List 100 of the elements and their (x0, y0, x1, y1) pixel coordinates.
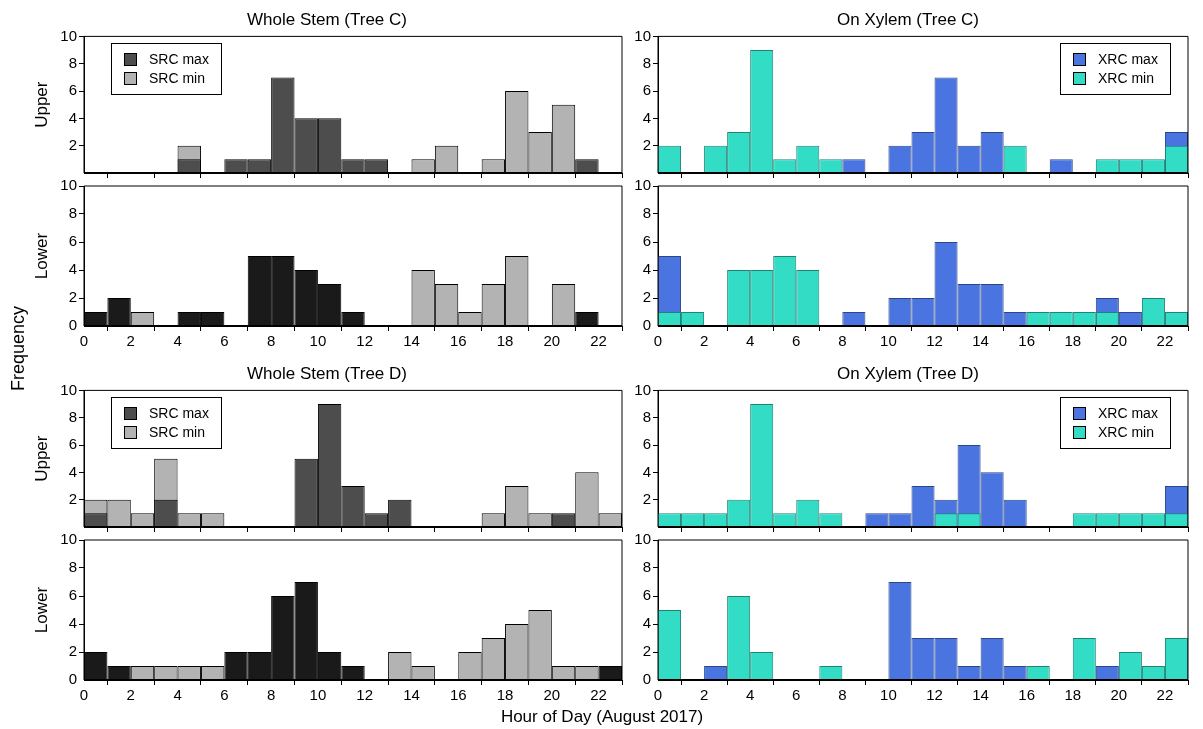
y-tick-label: 8 (642, 53, 651, 71)
x-tick-label: 12 (356, 686, 374, 704)
x-tick-label: 0 (79, 686, 89, 704)
y-tick-label: 6 (68, 586, 77, 604)
y-tick-label: 0 (68, 670, 77, 688)
x-tick-label: 18 (1064, 686, 1082, 704)
x-tick-label: 14 (403, 332, 420, 350)
x-tick-label: 22 (1156, 686, 1174, 704)
legend-label: XRC min (1098, 423, 1155, 443)
legend-label: SRC min (149, 69, 206, 89)
chart-title: Whole Stem (Tree D) (247, 363, 407, 383)
y-tick-label: 0 (642, 316, 651, 334)
x-tick-label: 12 (926, 332, 943, 350)
x-tick-label: 20 (1110, 686, 1128, 704)
y-tick-label: 6 (68, 81, 77, 99)
y-axis-title: Upper (31, 435, 51, 482)
x-tick-label: 0 (653, 686, 663, 704)
y-tick-label: 6 (642, 435, 651, 453)
y-axis-title: Upper (31, 81, 51, 128)
x-tick-label: 10 (309, 332, 327, 350)
y-tick-label: 2 (68, 489, 77, 507)
text: Frequency (7, 305, 29, 394)
y-tick-label: 0 (642, 670, 651, 688)
y-tick-label: 2 (642, 135, 651, 153)
y-tick-label: 4 (642, 108, 651, 126)
x-tick-label: 12 (356, 332, 374, 350)
x-tick-label: 8 (266, 686, 276, 704)
x-tick-label: 18 (496, 686, 514, 704)
x-tick-label: 22 (590, 686, 607, 704)
x-tick-label: 2 (699, 686, 709, 704)
x-tick-label: 6 (220, 332, 229, 350)
y-tick-label: 8 (68, 407, 77, 425)
y-tick-label: 6 (642, 586, 651, 604)
x-tick-label: 4 (173, 686, 182, 704)
x-tick-label: 10 (880, 686, 897, 704)
x-tick-label: 4 (173, 332, 182, 350)
chart-title: Whole Stem (Tree C) (247, 9, 407, 29)
x-tick-label: 6 (792, 686, 801, 704)
y-tick-label: 0 (68, 316, 77, 334)
y-tick-label: 10 (60, 176, 77, 194)
y-tick-label: 8 (68, 558, 77, 576)
y-tick-label: 2 (642, 642, 651, 660)
x-tick-label: 8 (838, 332, 847, 350)
y-axis-title: Lower (31, 586, 51, 634)
y-tick-label: 2 (642, 489, 651, 507)
x-tick-label: 22 (1156, 332, 1174, 350)
x-tick-label: 12 (926, 686, 943, 704)
y-tick-label: 10 (634, 530, 651, 548)
legend-label: XRC min (1098, 69, 1155, 89)
x-tick-label: 18 (1064, 332, 1082, 350)
y-tick-label: 8 (68, 53, 77, 71)
y-tick-label: 4 (642, 614, 651, 632)
y-tick-label: 4 (642, 260, 651, 278)
x-tick-label: 2 (126, 332, 135, 350)
x-tick-label: 2 (699, 332, 709, 350)
legend-label: XRC max (1098, 404, 1158, 424)
x-tick-label: 20 (1110, 332, 1128, 350)
x-tick-label: 4 (746, 332, 755, 350)
y-tick-label: 10 (60, 26, 77, 44)
y-tick-label: 2 (68, 642, 77, 660)
x-tick-label: 2 (126, 686, 135, 704)
y-tick-label: 10 (634, 176, 651, 194)
chart-title: On Xylem (Tree D) (836, 363, 980, 383)
x-tick-label: 14 (972, 686, 989, 704)
y-axis-title: Lower (31, 232, 51, 280)
x-tick-label: 6 (792, 332, 801, 350)
y-tick-label: 4 (68, 462, 77, 480)
x-tick-label: 6 (220, 686, 229, 704)
x-tick-label: 8 (266, 332, 276, 350)
y-tick-label: 8 (642, 407, 651, 425)
y-tick-label: 4 (68, 108, 77, 126)
legend-label: XRC max (1098, 50, 1158, 70)
y-tick-label: 8 (642, 558, 651, 576)
x-tick-label: 16 (449, 686, 467, 704)
y-tick-label: 6 (68, 435, 77, 453)
x-tick-label: 18 (496, 332, 514, 350)
y-tick-label: 10 (60, 380, 77, 398)
y-tick-label: 6 (642, 232, 651, 250)
x-tick-label: 10 (880, 332, 897, 350)
y-tick-label: 10 (634, 26, 651, 44)
x-tick-label: 14 (403, 686, 420, 704)
x-tick-label: 20 (543, 686, 561, 704)
x-tick-label: 16 (449, 332, 467, 350)
x-tick-label: 4 (746, 686, 755, 704)
x-tick-label: 22 (590, 332, 607, 350)
legend-label: SRC max (149, 50, 209, 70)
y-tick-label: 8 (642, 204, 651, 222)
legend-label: SRC max (149, 404, 209, 424)
chart-title: On Xylem (Tree C) (836, 9, 980, 29)
y-tick-label: 2 (68, 288, 77, 306)
y-tick-label: 6 (68, 232, 77, 250)
y-tick-label: 4 (642, 462, 651, 480)
x-tick-label: 8 (838, 686, 847, 704)
y-tick-label: 8 (68, 204, 77, 222)
y-tick-label: 10 (60, 530, 77, 548)
x-tick-label: 16 (1018, 332, 1036, 350)
y-tick-label: 4 (68, 260, 77, 278)
y-tick-label: 6 (642, 81, 651, 99)
x-tick-label: 0 (653, 332, 663, 350)
y-tick-label: 2 (642, 288, 651, 306)
